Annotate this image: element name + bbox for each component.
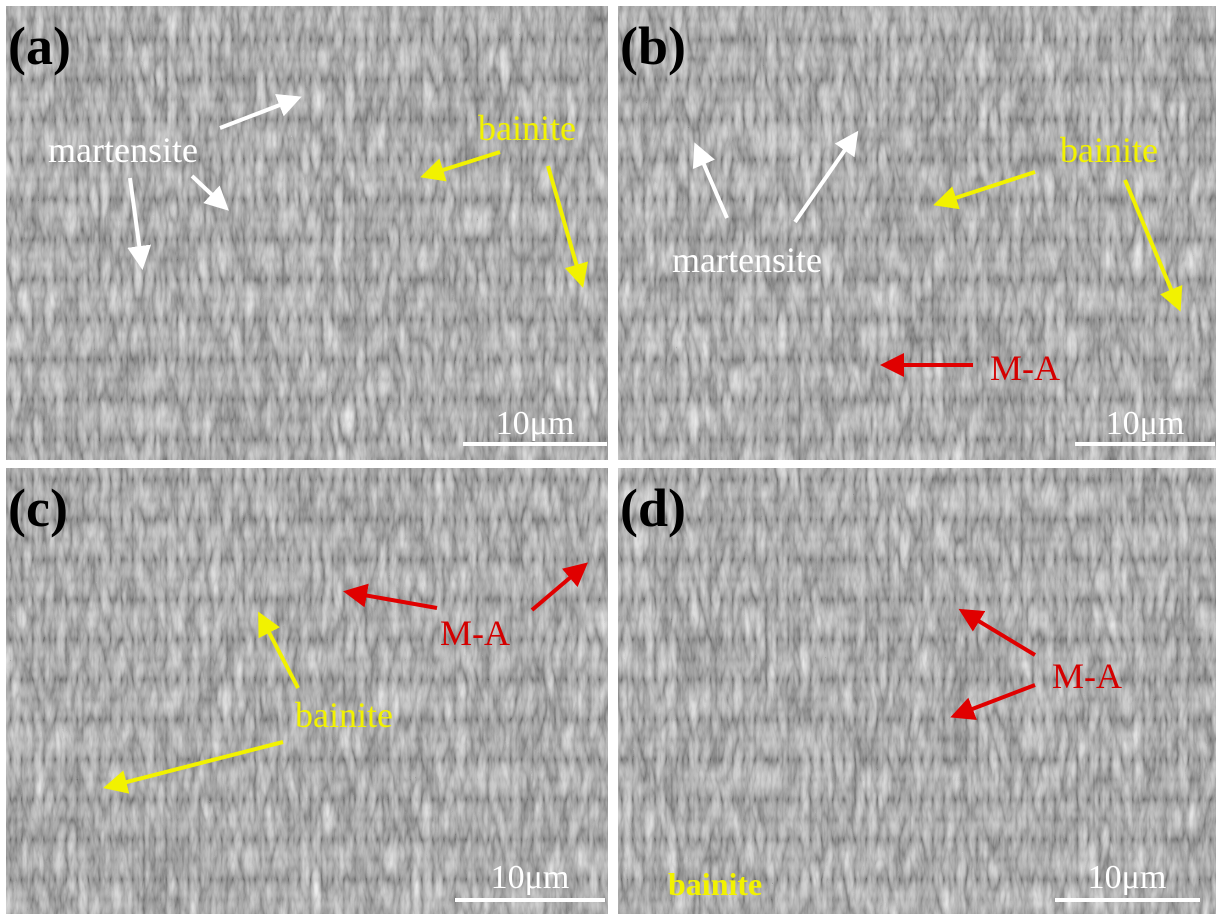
scale-bar-label: 10μm [1088, 859, 1167, 896]
annotation: bainite [1060, 130, 1158, 170]
annotation: bainite [478, 108, 576, 148]
annotation: M-A [440, 613, 510, 653]
figure: (a) martensite bainite 10μm (b) martensi… [0, 0, 1222, 920]
annotation: martensite [48, 130, 198, 170]
scale-bar-label: 10μm [1106, 405, 1185, 442]
scale-bar-label: 10μm [491, 859, 570, 896]
annotation: martensite [672, 240, 822, 280]
annotation: bainite [295, 695, 393, 735]
panel-label: (b) [620, 16, 686, 76]
micrograph-c [6, 468, 608, 914]
panel-label: (c) [8, 478, 68, 538]
annotation: bainite [668, 866, 762, 902]
annotation: M-A [1052, 656, 1122, 696]
micrograph-d [618, 468, 1216, 914]
panel-label: (a) [8, 16, 71, 76]
micrograph-a [6, 6, 608, 460]
scale-bar-label: 10μm [496, 405, 575, 442]
micrograph-b [618, 6, 1216, 460]
annotation: M-A [990, 348, 1060, 388]
panel-label: (d) [620, 478, 686, 538]
